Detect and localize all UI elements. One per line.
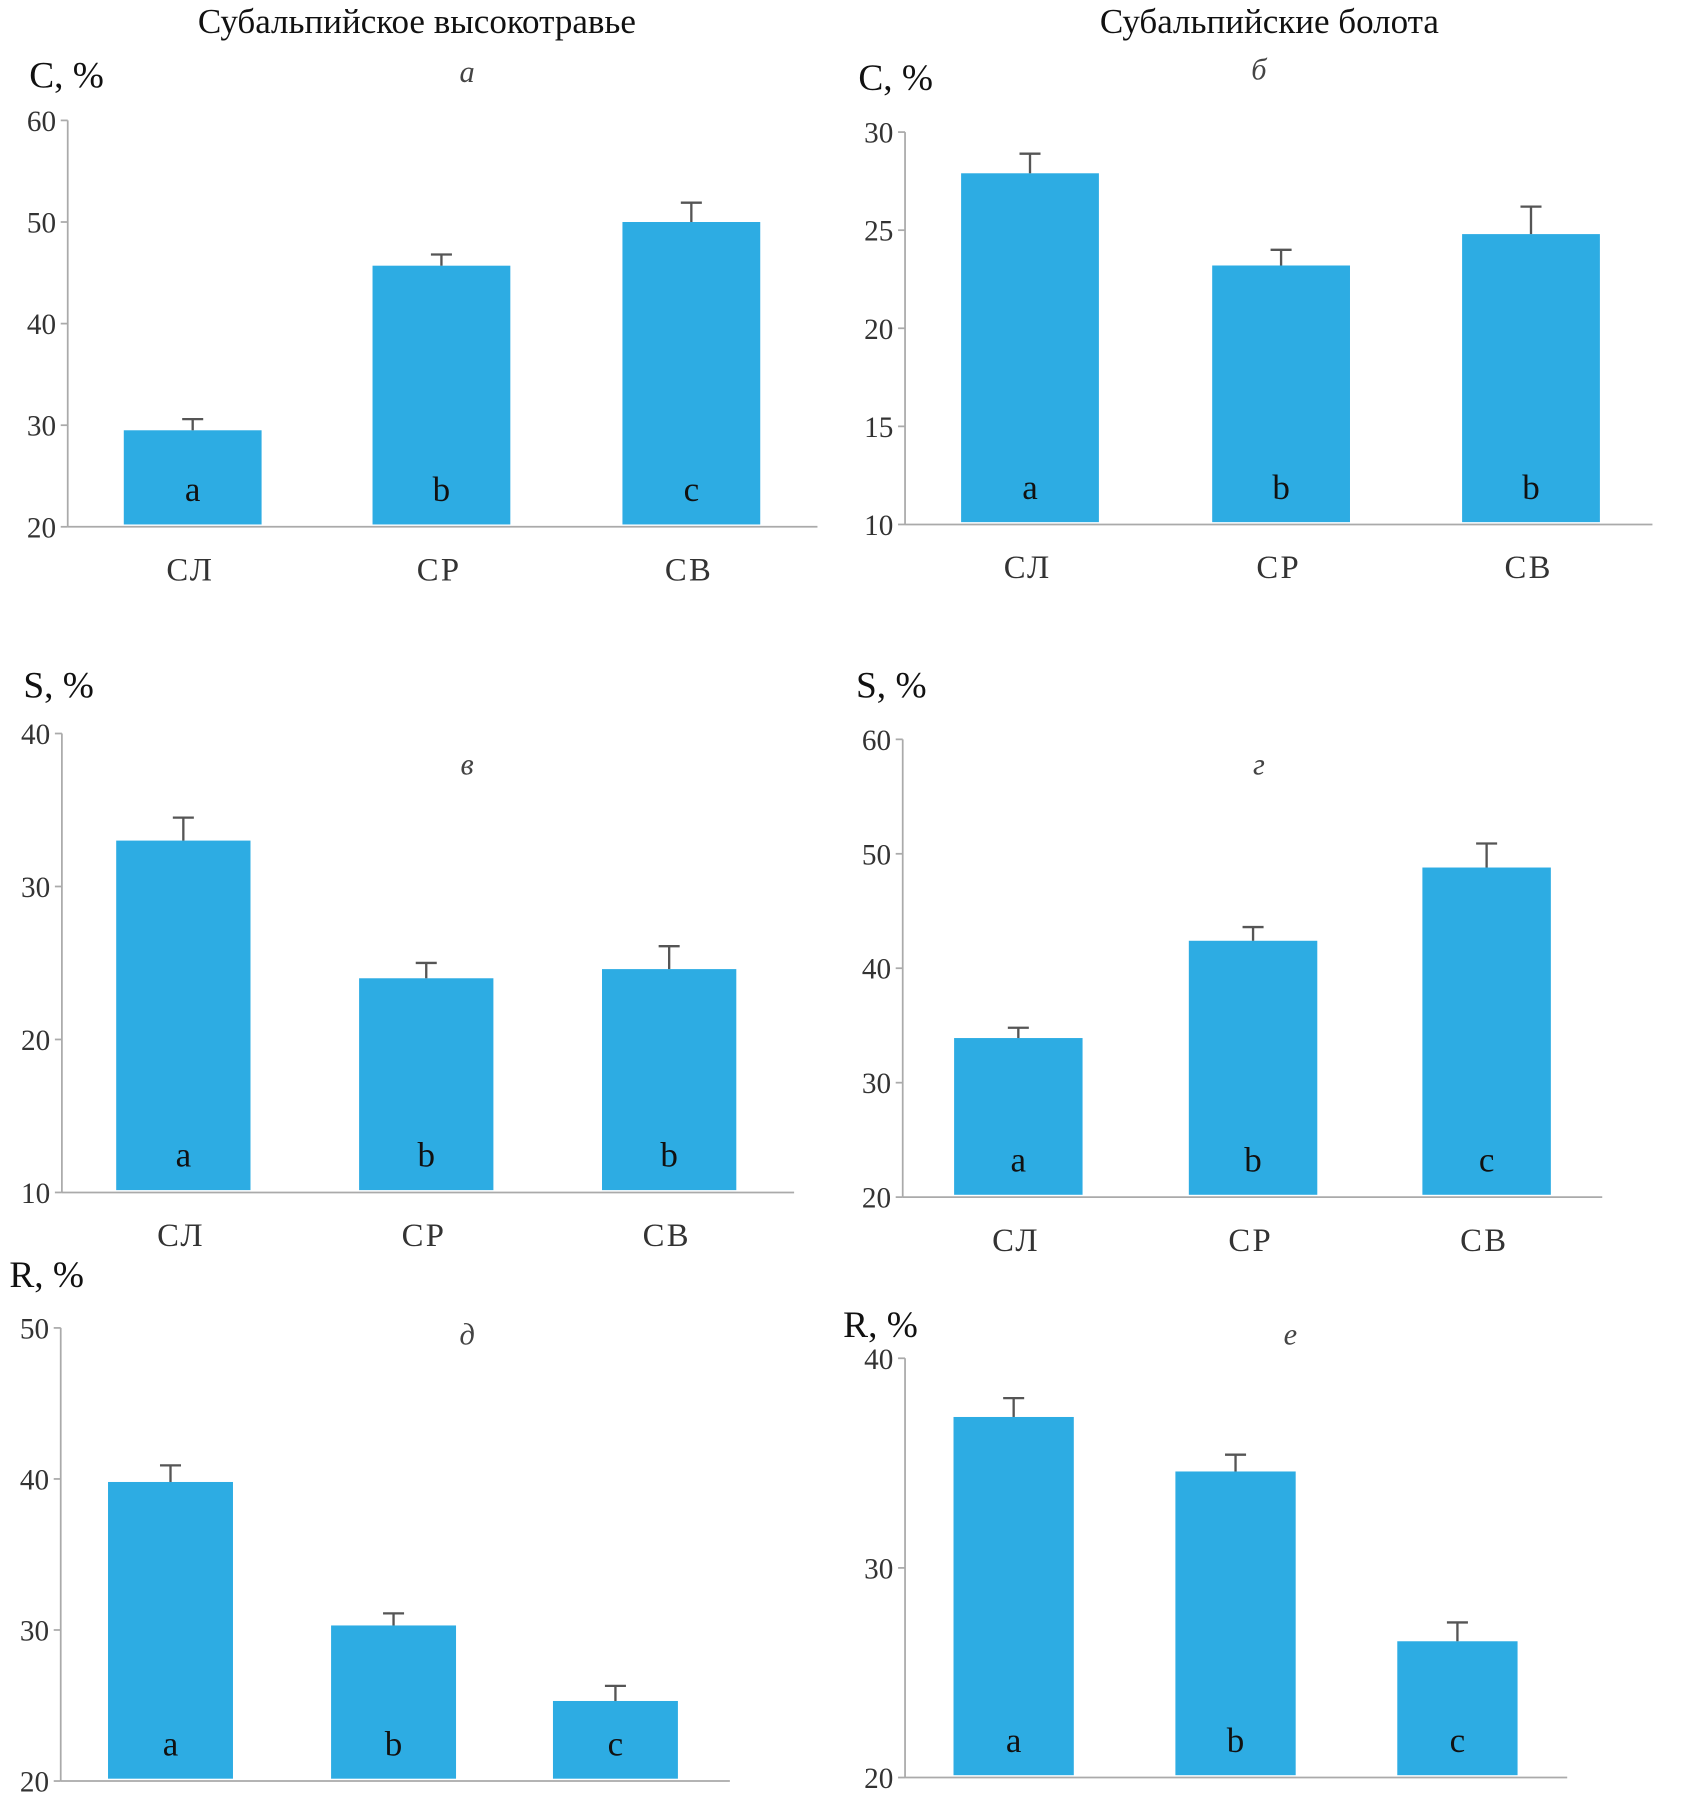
significance-letter: b (1272, 468, 1290, 507)
y-tick-label: 40 (20, 1464, 49, 1496)
y-axis-label: S, % (856, 665, 927, 706)
significance-letter: a (163, 1724, 179, 1763)
category-label: СР (417, 553, 462, 589)
panel-letter: д (459, 1317, 474, 1351)
significance-letter: b (1227, 1721, 1245, 1760)
bar (602, 969, 737, 1191)
y-tick-label: 60 (27, 106, 56, 138)
bar (622, 222, 761, 525)
title-left: Субальпийское высокотравье (198, 2, 636, 41)
y-tick-label: 20 (27, 512, 56, 544)
y-axis-label: С, % (29, 56, 104, 97)
category-label: СВ (665, 553, 713, 589)
y-tick-label: 30 (864, 118, 893, 150)
y-tick-label: 40 (864, 1344, 893, 1376)
y-tick-label: 10 (864, 510, 893, 542)
y-tick-label: 60 (862, 725, 891, 757)
y-tick-label: 20 (20, 1767, 49, 1799)
bar (1188, 940, 1318, 1195)
y-axis-label: С, % (858, 58, 933, 99)
category-label: СЛ (157, 1218, 205, 1254)
y-axis-label: S, % (23, 665, 94, 706)
y-tick-label: 20 (862, 1183, 891, 1215)
y-tick-label: 40 (862, 954, 891, 986)
y-tick-label: 50 (862, 839, 891, 871)
significance-letter: a (1011, 1140, 1027, 1179)
significance-letter: b (385, 1724, 403, 1763)
significance-letter: b (660, 1136, 678, 1175)
significance-letter: c (1450, 1721, 1466, 1760)
y-tick-label: 30 (21, 872, 50, 904)
y-axis-label: R, % (9, 1255, 84, 1296)
y-tick-label: 20 (21, 1025, 50, 1057)
significance-letter: c (684, 470, 700, 509)
y-tick-label: 25 (864, 216, 893, 248)
y-tick-label: 30 (27, 411, 56, 443)
bar (953, 1416, 1074, 1776)
category-label: СВ (1505, 550, 1553, 586)
y-tick-label: 30 (862, 1068, 891, 1100)
panel-letter: б (1251, 53, 1268, 87)
y-tick-label: 40 (21, 719, 50, 751)
bar (108, 1481, 233, 1779)
bar (359, 978, 494, 1191)
category-label: СЛ (1004, 550, 1052, 586)
panel-letter: а (460, 55, 475, 89)
y-tick-label: 30 (20, 1616, 49, 1648)
y-axis-label: R, % (843, 1305, 918, 1346)
bar (331, 1625, 457, 1779)
panel-letter: е (1284, 1317, 1297, 1351)
bar (1175, 1471, 1296, 1776)
y-tick-label: 30 (864, 1553, 893, 1585)
category-label: СЛ (166, 553, 214, 589)
significance-letter: a (185, 470, 201, 509)
y-tick-label: 40 (27, 309, 56, 341)
significance-letter: b (1522, 468, 1540, 507)
bar (116, 840, 251, 1191)
significance-letter: b (417, 1136, 435, 1175)
bar (1422, 867, 1551, 1195)
bar (123, 430, 262, 525)
category-label: СВ (1460, 1223, 1508, 1259)
panel-letter: в (461, 747, 474, 781)
category-label: СР (402, 1218, 447, 1254)
bar (1462, 234, 1600, 523)
significance-letter: a (1006, 1721, 1022, 1760)
significance-letter: c (1479, 1140, 1495, 1179)
panel-letter: г (1253, 747, 1265, 781)
y-tick-label: 15 (864, 412, 893, 444)
category-label: СВ (643, 1218, 691, 1254)
y-tick-label: 20 (864, 1763, 893, 1795)
bar (372, 265, 511, 525)
bar (1212, 265, 1350, 523)
y-tick-label: 10 (21, 1178, 50, 1210)
y-tick-label: 50 (20, 1313, 49, 1345)
category-label: СЛ (992, 1223, 1040, 1259)
y-tick-label: 50 (27, 208, 56, 240)
bar (1397, 1641, 1518, 1776)
title-right: Субальпийские болота (1100, 2, 1440, 41)
significance-letter: b (1244, 1140, 1262, 1179)
significance-letter: a (176, 1136, 192, 1175)
significance-letter: b (433, 470, 451, 509)
bar (954, 1038, 1083, 1195)
category-label: СР (1228, 1223, 1273, 1259)
significance-letter: c (608, 1724, 624, 1763)
bar (961, 173, 1099, 523)
bar (552, 1700, 678, 1779)
significance-letter: a (1022, 468, 1038, 507)
category-label: СР (1256, 550, 1301, 586)
y-tick-label: 20 (864, 314, 893, 346)
